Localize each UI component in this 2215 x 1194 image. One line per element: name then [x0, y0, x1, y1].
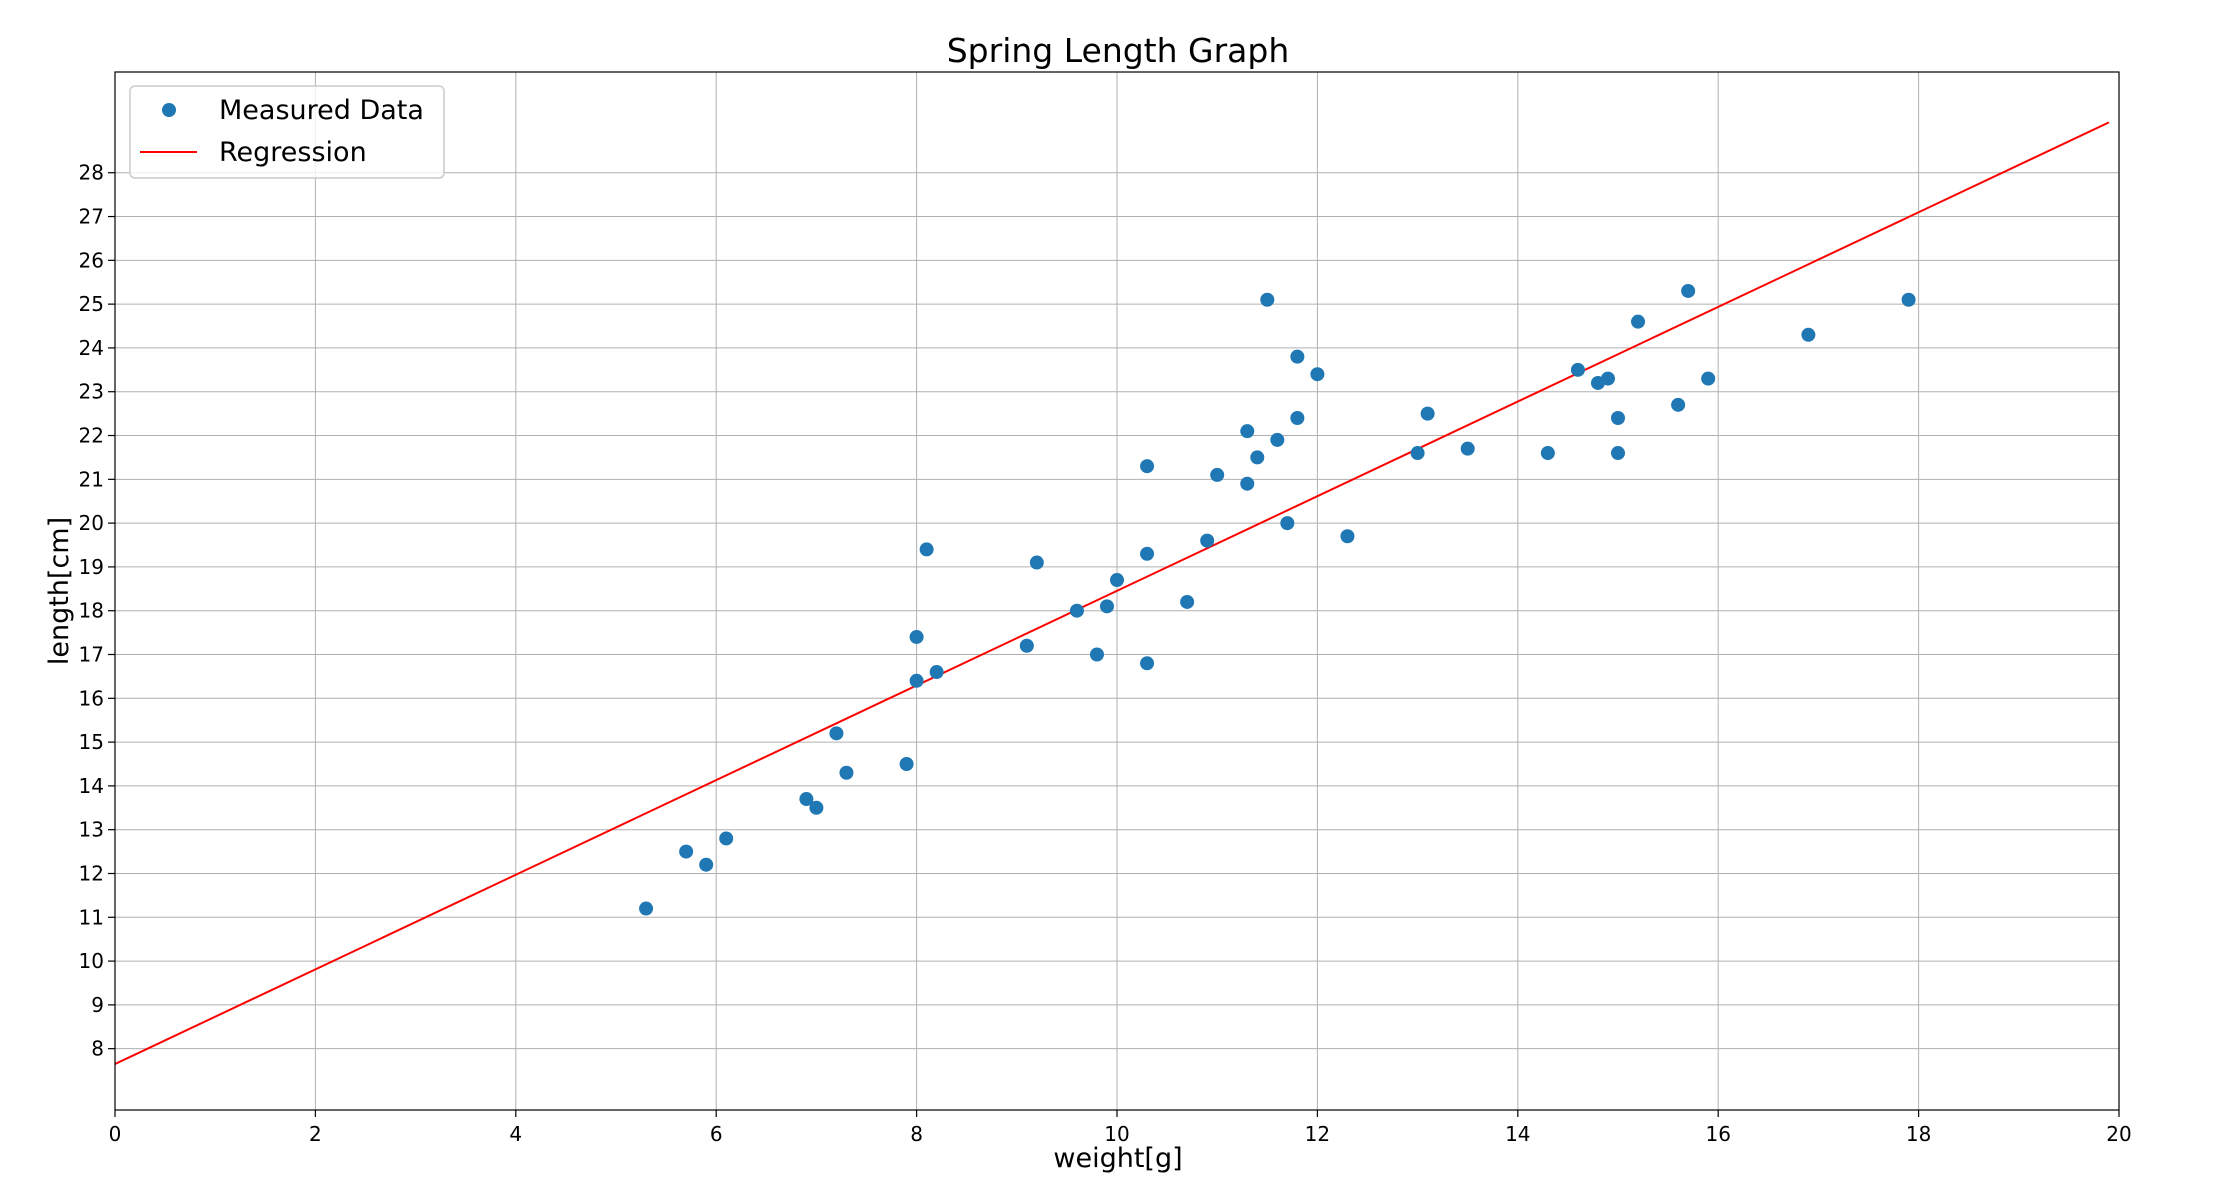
x-tick-label: 4: [509, 1122, 522, 1146]
y-axis-ticks: 8 9 10 11 12 13 14 15 16 17 18 19 20 21 22 23 24 25 26 27 28: [79, 161, 115, 1061]
data-point: [1029, 555, 1044, 570]
legend: Measured Data Regression: [129, 85, 445, 179]
measured-data-series: [639, 283, 1916, 916]
data-point: [1270, 432, 1285, 447]
y-tick-label: 12: [79, 861, 104, 885]
data-point: [1240, 424, 1255, 439]
data-point: [1140, 459, 1155, 474]
data-point: [1681, 283, 1696, 298]
x-tick-label: 10: [1104, 1122, 1129, 1146]
data-point: [1099, 599, 1114, 614]
data-point: [1089, 647, 1104, 662]
y-tick-label: 28: [79, 161, 104, 185]
data-point: [1611, 446, 1625, 461]
y-tick-label: 24: [79, 336, 104, 360]
regression-series: [114, 121, 2110, 1065]
y-tick-label: 17: [79, 643, 104, 667]
data-point: [1410, 446, 1425, 461]
chart-title: Spring Length Graph: [947, 31, 1290, 70]
data-point: [1600, 371, 1615, 386]
data-point: [1611, 411, 1625, 425]
x-tick-label: 20: [2106, 1122, 2131, 1146]
data-point: [1290, 411, 1305, 425]
legend-label-regression: Regression: [219, 137, 367, 168]
data-point: [699, 857, 714, 872]
data-point: [809, 800, 824, 815]
data-point: [1019, 638, 1034, 653]
y-tick-label: 18: [79, 599, 104, 623]
y-tick-label: 10: [79, 949, 104, 973]
data-point: [1140, 656, 1155, 671]
data-point: [1250, 450, 1265, 465]
x-axis-label: weight[g]: [1053, 1143, 1182, 1174]
data-point: [639, 901, 654, 916]
legend-marker-measured-data: [162, 103, 176, 117]
data-point: [1180, 594, 1195, 609]
data-point: [1631, 314, 1646, 329]
data-point: [1200, 533, 1215, 548]
legend-label-measured-data: Measured Data: [219, 95, 424, 126]
y-tick-label: 25: [79, 292, 104, 316]
data-point: [1110, 573, 1124, 588]
data-point: [1701, 371, 1716, 386]
y-tick-label: 14: [79, 774, 104, 798]
data-point: [1801, 327, 1816, 342]
data-point: [899, 757, 914, 771]
y-tick-label: 19: [79, 555, 104, 579]
y-tick-label: 15: [79, 730, 104, 754]
data-point: [1260, 292, 1275, 307]
data-point: [829, 726, 844, 741]
y-axis-label: length[cm]: [44, 517, 75, 665]
x-tick-label: 16: [1705, 1122, 1730, 1146]
x-tick-label: 8: [910, 1122, 923, 1146]
y-tick-label: 11: [79, 905, 104, 929]
y-tick-label: 22: [79, 424, 104, 448]
data-point: [1671, 397, 1686, 412]
data-point: [1420, 406, 1435, 421]
legend-box: [129, 85, 445, 179]
data-point: [1240, 476, 1255, 491]
data-point: [1570, 362, 1585, 377]
x-tick-label: 12: [1305, 1122, 1330, 1146]
data-point: [1210, 467, 1225, 482]
data-point: [1901, 292, 1916, 307]
x-axis-ticks: 0 2 4 6 8 10 12 14 16 18 20: [109, 1110, 2132, 1146]
grid-lines: [114, 72, 2120, 1110]
data-point: [719, 831, 734, 846]
y-tick-label: 9: [91, 993, 104, 1017]
regression-line: [114, 121, 2110, 1065]
x-tick-label: 0: [109, 1122, 122, 1146]
data-point: [1069, 603, 1084, 618]
y-tick-label: 21: [79, 467, 104, 491]
data-point: [679, 844, 694, 859]
x-tick-label: 2: [309, 1122, 322, 1146]
data-point: [1540, 446, 1555, 461]
data-point: [1280, 516, 1295, 531]
y-tick-label: 16: [79, 686, 104, 710]
data-point: [1460, 441, 1475, 456]
y-tick-label: 13: [79, 818, 104, 842]
y-tick-label: 8: [91, 1037, 104, 1061]
data-point: [919, 542, 934, 557]
data-point: [839, 765, 854, 780]
x-tick-label: 6: [710, 1122, 723, 1146]
x-tick-label: 18: [1906, 1122, 1931, 1146]
y-tick-label: 23: [79, 380, 104, 404]
data-point: [909, 629, 924, 644]
data-point: [909, 673, 924, 688]
x-tick-label: 14: [1505, 1122, 1530, 1146]
y-tick-label: 20: [79, 511, 104, 535]
data-point: [929, 665, 944, 680]
data-point: [1340, 529, 1355, 544]
data-point: [1290, 349, 1305, 364]
data-point: [1140, 546, 1155, 561]
y-tick-label: 27: [79, 205, 104, 229]
data-point: [1310, 367, 1325, 382]
y-tick-label: 26: [79, 248, 104, 272]
data-point: [799, 792, 814, 807]
